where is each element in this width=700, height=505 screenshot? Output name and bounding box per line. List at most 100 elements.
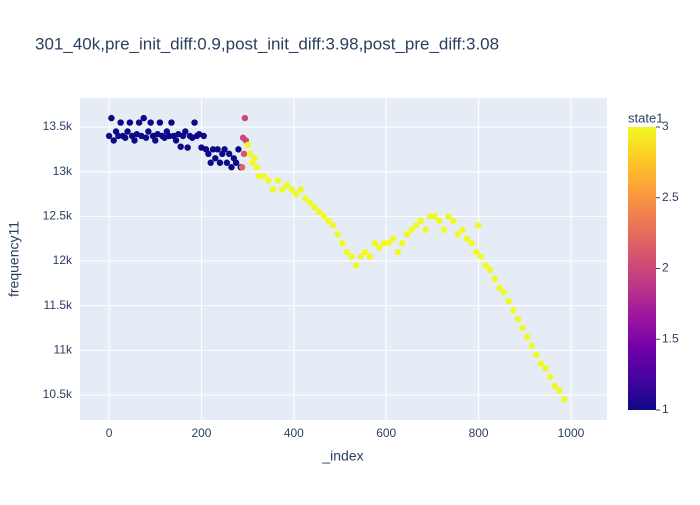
point (514, 315, 522, 323)
point (105, 132, 113, 140)
point (228, 164, 235, 171)
point (325, 217, 332, 225)
point (440, 226, 448, 233)
point (235, 146, 242, 153)
point (560, 396, 568, 403)
point (117, 119, 124, 126)
point (140, 114, 147, 122)
point (408, 226, 415, 233)
x-tick-label: 200 (191, 426, 211, 440)
point (297, 186, 304, 193)
point (454, 231, 462, 238)
point (212, 155, 219, 162)
point (528, 342, 535, 350)
point (292, 190, 300, 198)
point (510, 306, 517, 314)
colorbar-tick-label: 2 (662, 261, 669, 275)
x-tick-label: 1000 (558, 426, 585, 440)
point (221, 146, 228, 153)
colorbar-tick-label: 3 (662, 119, 669, 133)
point (417, 217, 425, 225)
point (145, 128, 152, 135)
point (269, 186, 277, 193)
point (500, 289, 508, 296)
colorbar-title: state1 (628, 110, 663, 125)
point (191, 119, 198, 126)
point (302, 195, 309, 202)
point (165, 132, 173, 140)
point (468, 239, 475, 247)
point (256, 172, 263, 180)
point (505, 298, 512, 305)
colorbar-tick-label: 1.5 (662, 331, 679, 345)
point (246, 150, 254, 158)
point (496, 284, 503, 292)
point (399, 239, 406, 247)
point (556, 387, 563, 394)
point (366, 253, 374, 260)
point (223, 159, 231, 166)
point (214, 146, 221, 153)
point (274, 177, 281, 184)
point (519, 324, 526, 332)
point (260, 172, 268, 180)
colorbar-tick-label: 1 (662, 402, 669, 416)
point (463, 235, 471, 242)
point (184, 144, 191, 151)
point (142, 134, 150, 141)
point (131, 137, 138, 144)
y-tick-label: 12.5k (43, 209, 73, 223)
point (232, 159, 240, 166)
point (533, 351, 540, 358)
x-axis-title: _index (321, 448, 363, 464)
y-tick-label: 11k (54, 343, 73, 357)
point (200, 132, 207, 140)
point (482, 262, 489, 269)
point (477, 253, 485, 260)
point (385, 239, 392, 247)
point (551, 382, 559, 390)
point (376, 244, 383, 251)
point (124, 128, 131, 135)
x-tick-label: 0 (106, 426, 113, 440)
point (288, 186, 295, 193)
x-tick-label: 600 (376, 426, 396, 440)
point (240, 150, 248, 158)
point (207, 159, 214, 166)
point (542, 364, 549, 372)
y-tick-label: 10.5k (43, 387, 73, 401)
point (110, 137, 117, 144)
point (473, 248, 480, 256)
point (152, 137, 159, 144)
point (156, 119, 164, 126)
point (431, 213, 438, 220)
point (135, 119, 143, 126)
point (353, 262, 360, 269)
point (403, 231, 411, 238)
x-tick-label: 400 (284, 426, 304, 440)
point (449, 217, 457, 225)
point (380, 239, 388, 247)
point (546, 373, 554, 381)
point (283, 181, 291, 189)
point (436, 217, 443, 225)
point (339, 239, 346, 247)
colorbar (628, 127, 656, 410)
point (108, 114, 115, 122)
y-tick-label: 11.5k (44, 298, 73, 312)
point (244, 141, 251, 149)
point (486, 266, 494, 274)
point (475, 222, 482, 229)
point (316, 208, 323, 216)
point (122, 134, 129, 141)
point (394, 248, 401, 256)
point (362, 248, 369, 256)
point (343, 248, 351, 256)
point (126, 119, 134, 126)
point (426, 213, 434, 220)
point (334, 231, 341, 238)
plot-area (80, 98, 607, 420)
point (177, 143, 184, 150)
point (329, 222, 337, 229)
